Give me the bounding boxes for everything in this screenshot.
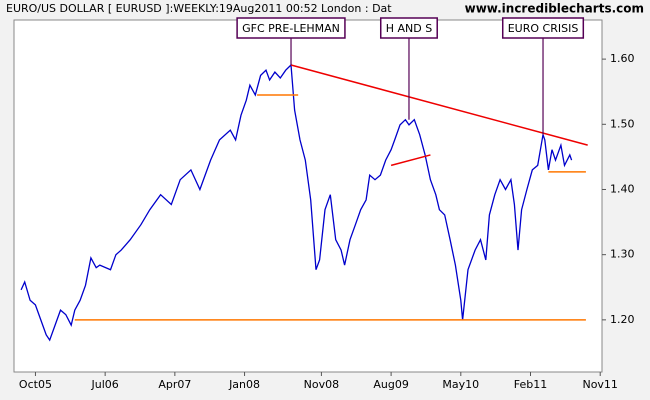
price-line xyxy=(20,63,573,342)
y-tick-label: 1.40 xyxy=(610,182,635,195)
x-tick-label: Jul06 xyxy=(91,378,119,391)
x-tick-label: Aug09 xyxy=(373,378,408,391)
plot-area xyxy=(13,19,603,373)
annotation-box xyxy=(379,17,438,39)
annotation-box xyxy=(501,17,585,39)
y-tick-label: 1.50 xyxy=(610,117,635,130)
x-tick-label: Jan08 xyxy=(228,378,260,391)
annotation-label: GFC PRE-LEHMAN xyxy=(242,22,340,35)
x-tick-label: May10 xyxy=(442,378,479,391)
watermark-bg xyxy=(424,1,650,18)
annotation-box xyxy=(236,17,346,39)
chart-title: EURO/US DOLLAR [ EURUSD ]:WEEKLY:19Aug20… xyxy=(6,2,392,15)
x-tick-label: Feb11 xyxy=(514,378,547,391)
x-tick-label: Nov11 xyxy=(582,378,617,391)
trend-line xyxy=(390,154,431,167)
x-tick-label: Nov08 xyxy=(304,378,339,391)
annotation-label: H AND S xyxy=(386,22,432,35)
x-tick-label: Apr07 xyxy=(158,378,191,391)
y-tick-label: 1.30 xyxy=(610,248,635,261)
x-tick-label: Oct05 xyxy=(19,378,52,391)
annotation-label: EURO CRISIS xyxy=(508,22,579,35)
watermark: www.incrediblecharts.com xyxy=(465,2,644,16)
trend-line xyxy=(290,64,588,146)
y-tick-label: 1.20 xyxy=(610,313,635,326)
y-tick-label: 1.60 xyxy=(610,52,635,65)
